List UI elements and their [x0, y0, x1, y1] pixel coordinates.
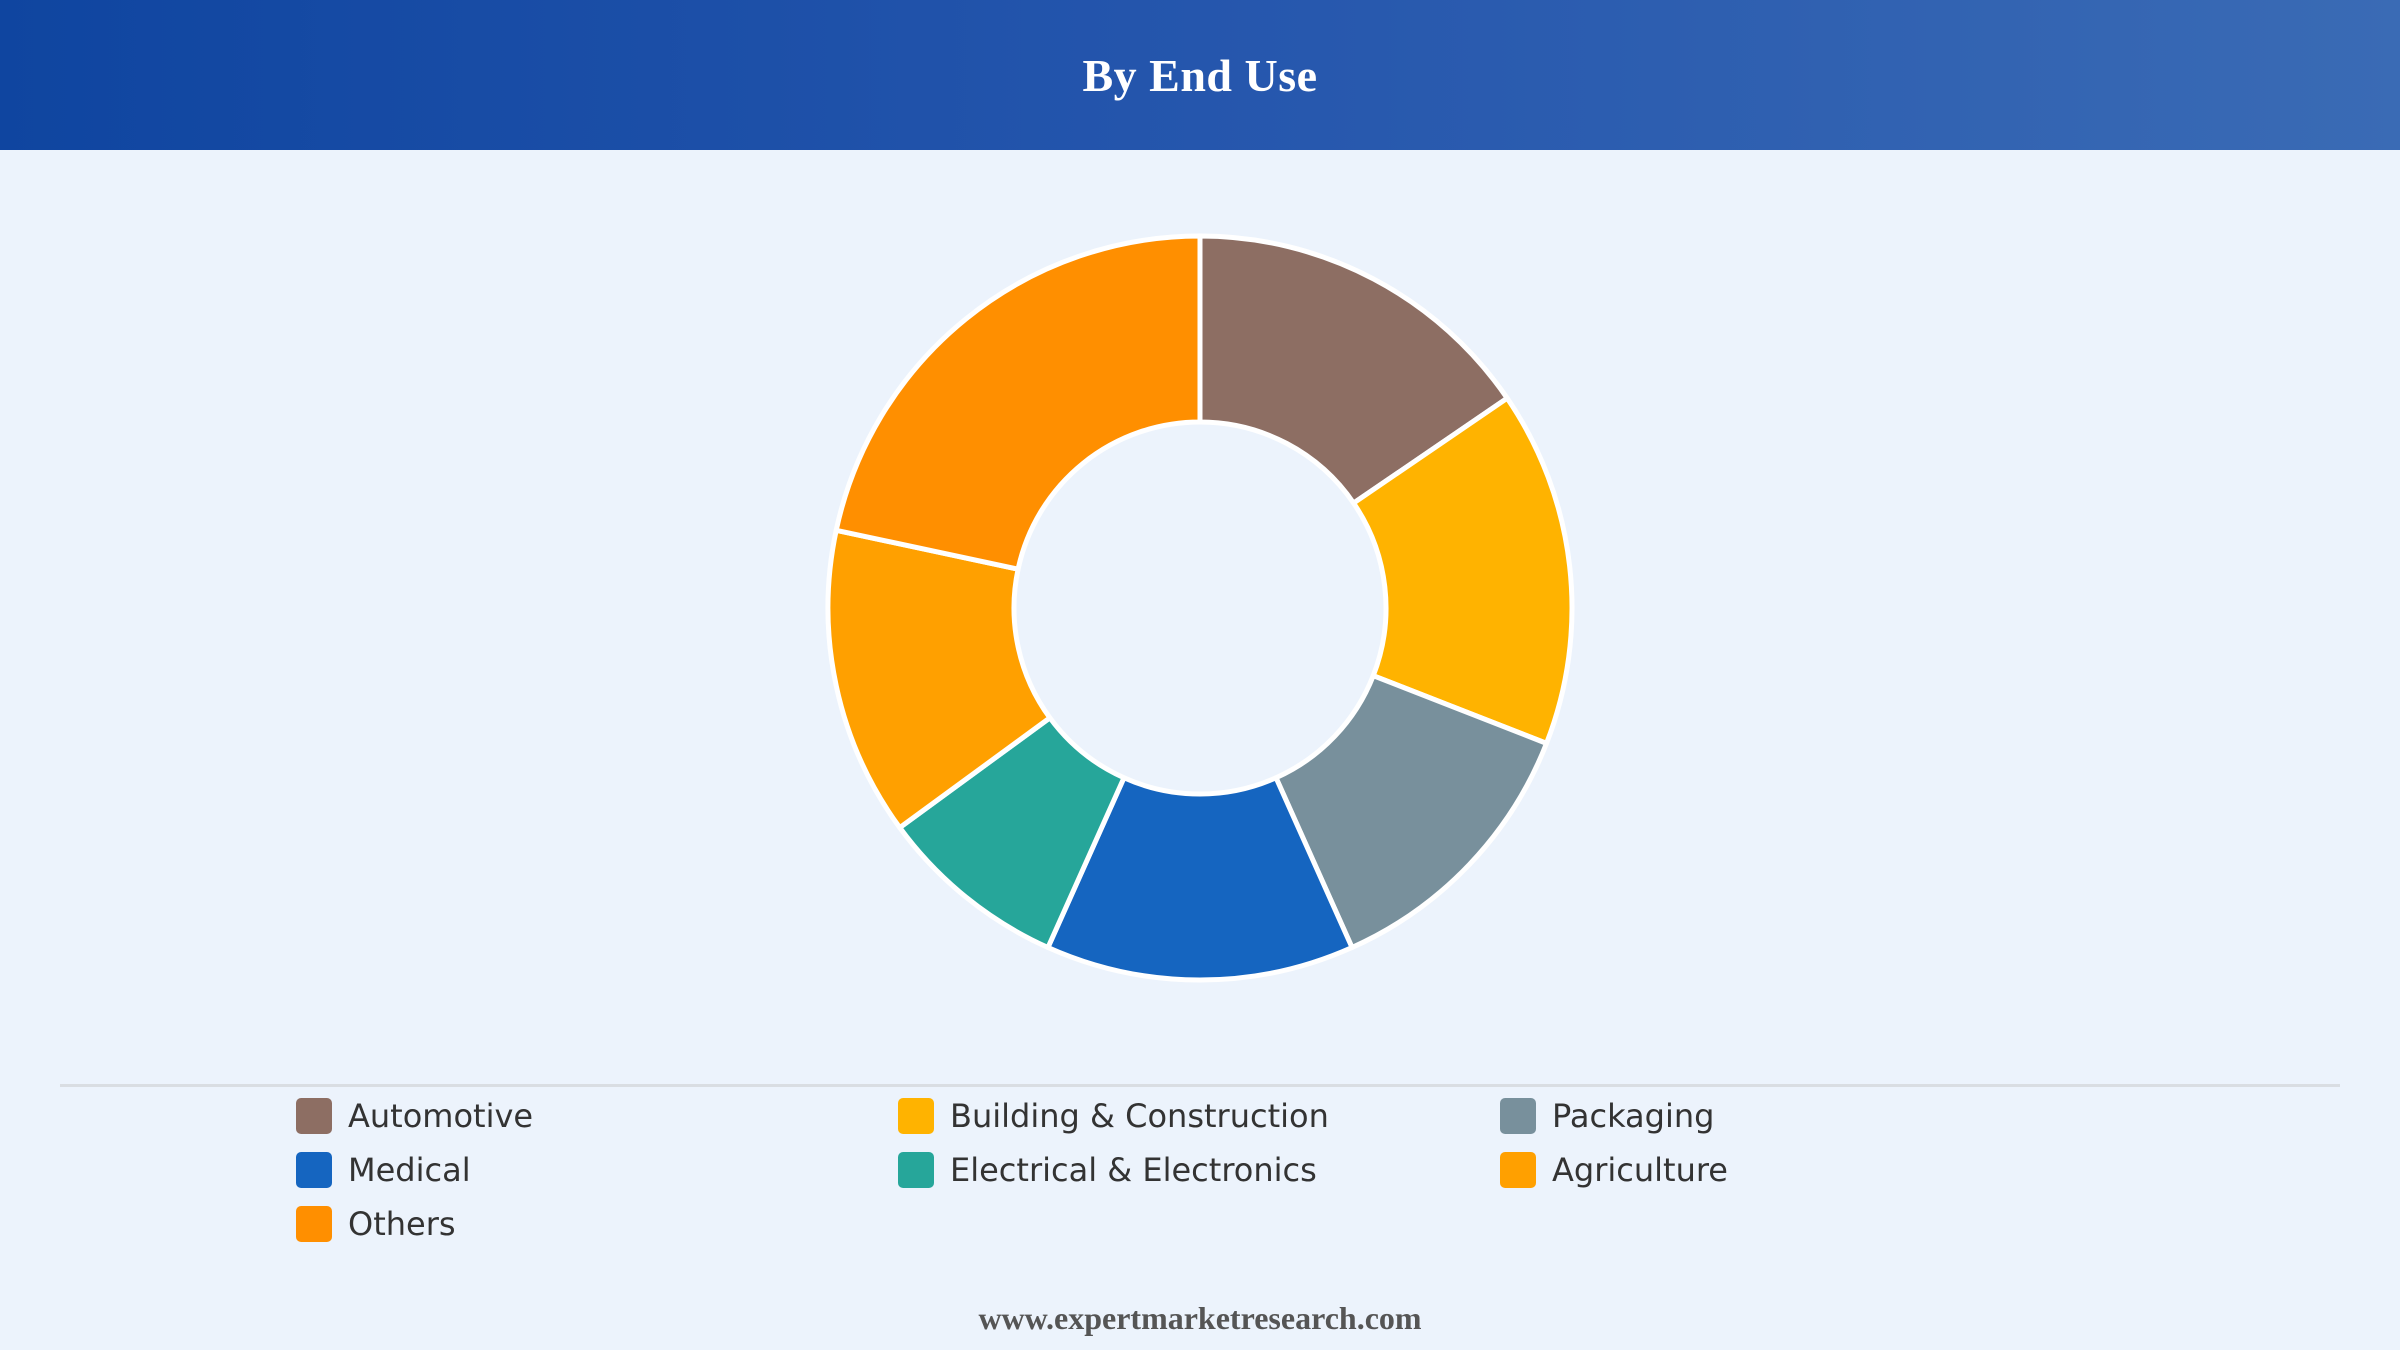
legend-item-medical[interactable]: Medical: [296, 1151, 898, 1189]
legend-swatch: [898, 1152, 934, 1188]
donut-chart: [825, 233, 1575, 983]
legend-item-electrical-electronics[interactable]: Electrical & Electronics: [898, 1151, 1500, 1189]
legend-swatch: [296, 1206, 332, 1242]
source-url: www.expertmarketresearch.com: [978, 1300, 1422, 1336]
legend-divider: [60, 1084, 2340, 1087]
slice-medical[interactable]: [1045, 775, 1355, 983]
legend-swatch: [296, 1152, 332, 1188]
legend-label: Building & Construction: [950, 1097, 1329, 1135]
legend-label: Automotive: [348, 1097, 534, 1135]
legend-swatch: [898, 1098, 934, 1134]
chart-header: By End Use: [0, 0, 2400, 150]
legend-swatch: [296, 1098, 332, 1134]
legend-item-building-construction[interactable]: Building & Construction: [898, 1097, 1500, 1135]
legend-item-others[interactable]: Others: [296, 1205, 898, 1243]
donut-slices: [825, 233, 1575, 983]
legend-label: Medical: [348, 1151, 471, 1189]
legend-label: Electrical & Electronics: [950, 1151, 1317, 1189]
legend-label: Others: [348, 1205, 456, 1243]
slice-automotive[interactable]: [1197, 233, 1510, 506]
chart-legend: Automotive Building & Construction Packagi…: [296, 1097, 2196, 1243]
legend-item-automotive[interactable]: Automotive: [296, 1097, 898, 1135]
chart-title: By End Use: [1082, 49, 1318, 101]
legend-swatch: [1500, 1098, 1536, 1134]
slice-building-construction[interactable]: [1351, 395, 1575, 746]
legend-item-packaging[interactable]: Packaging: [1500, 1097, 2102, 1135]
legend-label: Agriculture: [1552, 1151, 1728, 1189]
legend-swatch: [1500, 1152, 1536, 1188]
slice-agriculture[interactable]: [825, 527, 1053, 831]
slice-others[interactable]: [833, 233, 1203, 572]
slice-packaging[interactable]: [1273, 673, 1549, 951]
legend-label: Packaging: [1552, 1097, 1715, 1135]
legend-item-agriculture[interactable]: Agriculture: [1500, 1151, 2102, 1189]
